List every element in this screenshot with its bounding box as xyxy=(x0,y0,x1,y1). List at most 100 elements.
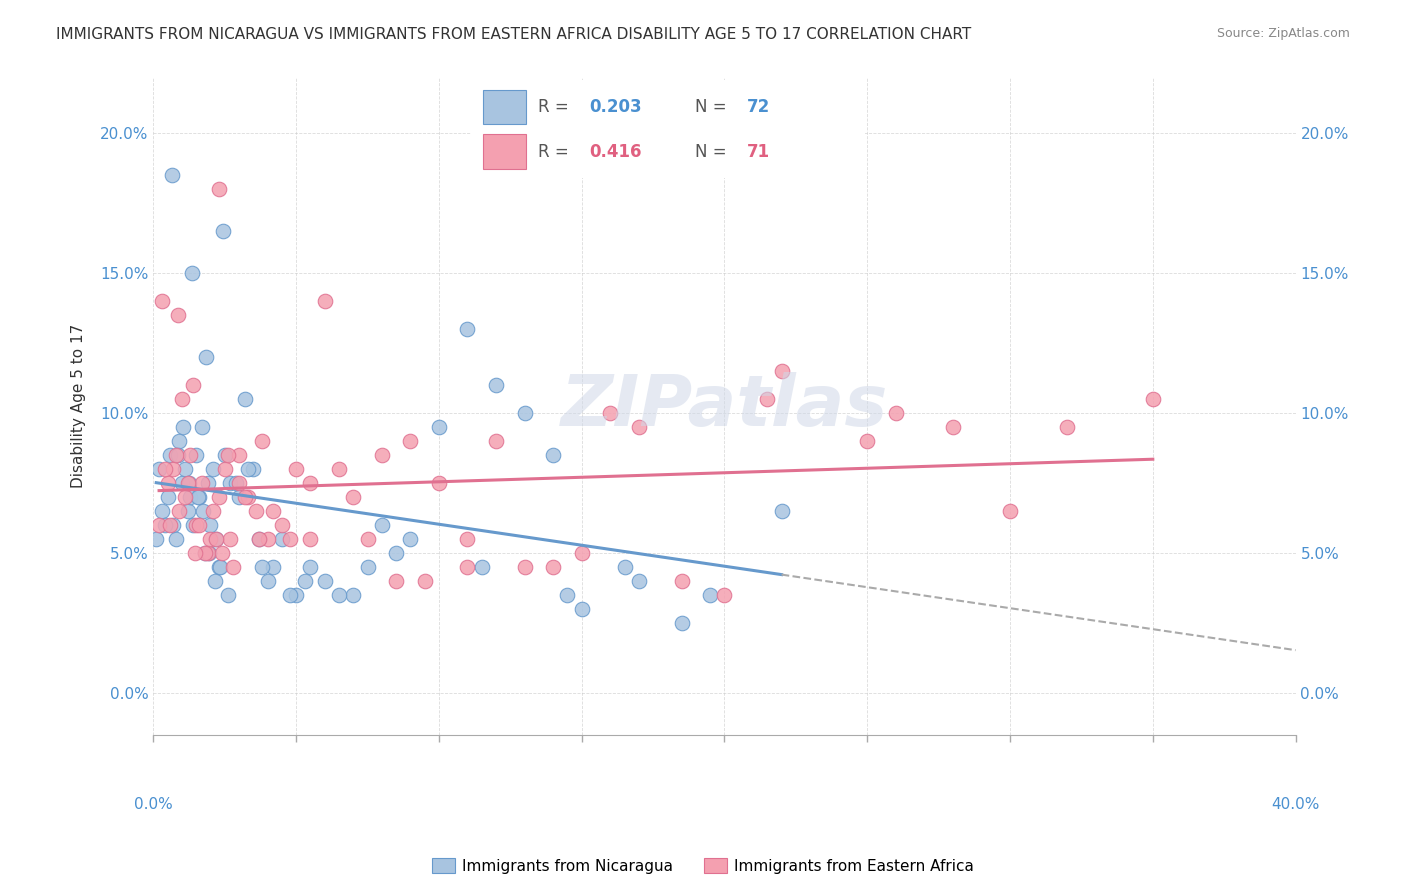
Point xyxy=(194,546,217,560)
Point xyxy=(228,476,250,491)
Point xyxy=(541,448,564,462)
Point xyxy=(342,588,364,602)
Point xyxy=(200,533,222,547)
Point xyxy=(183,518,205,533)
Point xyxy=(571,602,593,616)
Point xyxy=(153,462,176,476)
Point xyxy=(262,560,284,574)
Point xyxy=(208,560,231,574)
Point xyxy=(671,574,693,589)
Point xyxy=(191,420,214,434)
Text: 72: 72 xyxy=(747,98,770,116)
Point xyxy=(165,448,187,462)
Point xyxy=(204,574,226,589)
Point xyxy=(219,476,242,491)
Text: 40.0%: 40.0% xyxy=(1271,797,1320,812)
Point xyxy=(998,504,1021,518)
Point xyxy=(170,476,193,491)
Text: 0.0%: 0.0% xyxy=(134,797,173,812)
Point xyxy=(156,476,179,491)
Point xyxy=(328,462,350,476)
Point xyxy=(356,560,378,574)
Point xyxy=(856,434,879,449)
Point xyxy=(413,574,436,589)
Point xyxy=(233,392,256,407)
Point xyxy=(270,533,292,547)
Text: Source: ZipAtlas.com: Source: ZipAtlas.com xyxy=(1216,27,1350,40)
Point xyxy=(285,462,308,476)
Point xyxy=(166,309,188,323)
Point xyxy=(176,504,198,518)
Text: 71: 71 xyxy=(747,143,769,161)
Point xyxy=(262,504,284,518)
Point xyxy=(456,533,478,547)
Bar xyxy=(482,134,526,169)
Point xyxy=(209,560,232,574)
Point xyxy=(188,518,211,533)
Point xyxy=(165,533,187,547)
Point xyxy=(1056,420,1078,434)
Point xyxy=(280,588,302,602)
Point xyxy=(233,491,256,505)
Point xyxy=(250,434,273,449)
Point xyxy=(172,420,194,434)
Point xyxy=(167,434,190,449)
Point xyxy=(613,560,636,574)
Point xyxy=(193,504,215,518)
Point xyxy=(219,533,242,547)
Point xyxy=(713,588,735,602)
Point xyxy=(187,491,209,505)
Point xyxy=(236,462,259,476)
Point xyxy=(299,533,322,547)
Point xyxy=(236,491,259,505)
Point xyxy=(176,476,198,491)
Text: R =: R = xyxy=(538,98,574,116)
Point xyxy=(145,533,167,547)
Text: ZIPatlas: ZIPatlas xyxy=(561,372,889,441)
Point xyxy=(513,406,536,420)
Point xyxy=(942,420,965,434)
Point xyxy=(770,504,793,518)
Point xyxy=(328,588,350,602)
Point xyxy=(399,533,422,547)
Text: N =: N = xyxy=(696,98,733,116)
Point xyxy=(217,588,239,602)
Point xyxy=(599,406,621,420)
Point xyxy=(456,322,478,336)
Point xyxy=(1142,392,1164,407)
Point xyxy=(285,588,308,602)
Text: R =: R = xyxy=(538,143,574,161)
Point xyxy=(371,448,394,462)
Point xyxy=(211,546,233,560)
Point xyxy=(208,491,231,505)
Point xyxy=(371,518,394,533)
Point xyxy=(186,518,208,533)
Text: IMMIGRANTS FROM NICARAGUA VS IMMIGRANTS FROM EASTERN AFRICA DISABILITY AGE 5 TO : IMMIGRANTS FROM NICARAGUA VS IMMIGRANTS … xyxy=(56,27,972,42)
Point xyxy=(156,491,179,505)
Point xyxy=(159,448,181,462)
Point xyxy=(162,518,184,533)
Bar xyxy=(482,90,526,124)
Point xyxy=(197,546,219,560)
Point xyxy=(222,560,245,574)
Point xyxy=(159,518,181,533)
Point xyxy=(148,518,170,533)
Point xyxy=(167,504,190,518)
Point xyxy=(513,560,536,574)
Point xyxy=(242,462,264,476)
Point xyxy=(627,574,650,589)
Point xyxy=(183,378,205,392)
Point xyxy=(557,588,579,602)
Point xyxy=(170,392,193,407)
Point xyxy=(166,448,188,462)
Point xyxy=(314,294,336,309)
Point xyxy=(160,169,183,183)
Point xyxy=(162,462,184,476)
Point xyxy=(399,434,422,449)
Y-axis label: Disability Age 5 to 17: Disability Age 5 to 17 xyxy=(72,324,86,489)
Point xyxy=(228,491,250,505)
Point xyxy=(150,294,173,309)
Point xyxy=(197,476,219,491)
Text: N =: N = xyxy=(696,143,733,161)
Point xyxy=(173,491,195,505)
